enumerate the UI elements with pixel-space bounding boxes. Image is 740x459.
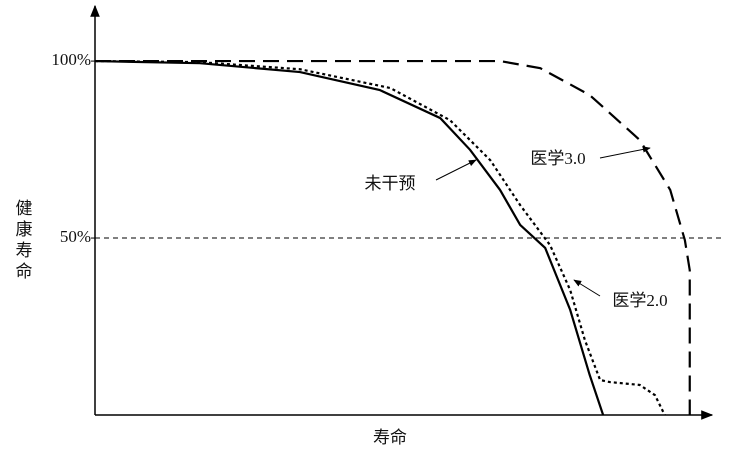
line-series	[95, 59, 691, 415]
series-label: 医学2.0	[612, 291, 667, 310]
line-series	[94, 59, 666, 416]
line-series	[94, 59, 605, 416]
y-tick-label: 100%	[51, 50, 91, 69]
x-axis-label: 寿命	[373, 428, 407, 447]
y-tick-label: 50%	[60, 227, 91, 246]
y-axis-label: 健康寿命	[16, 199, 33, 281]
annotation-arrow	[435, 159, 477, 181]
series-label: 医学3.0	[530, 149, 585, 168]
series-label: 未干预	[365, 174, 416, 193]
annotation-arrow	[599, 146, 651, 159]
annotation-arrow	[573, 279, 601, 297]
